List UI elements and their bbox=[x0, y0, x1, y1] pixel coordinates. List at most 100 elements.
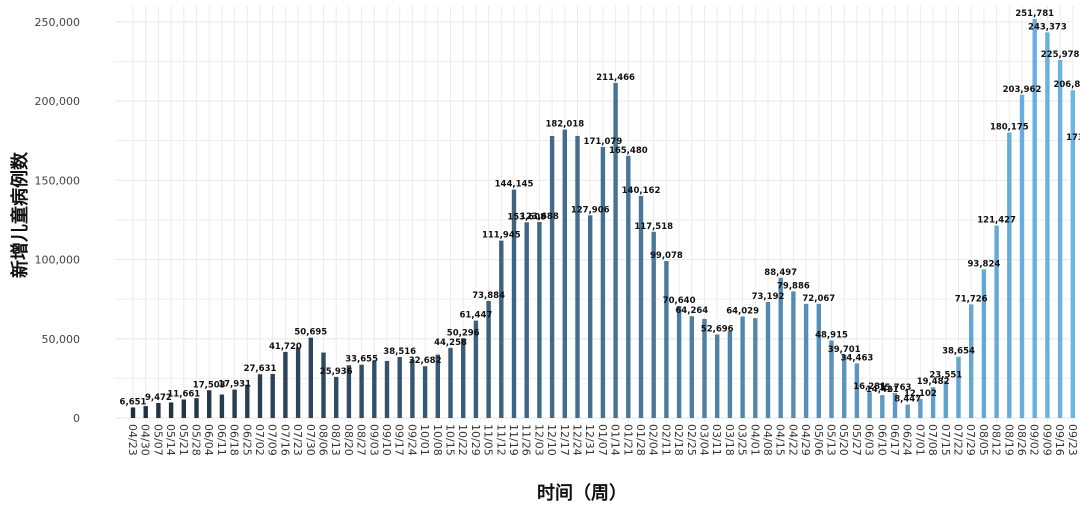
x-tick-label: 07/01 bbox=[913, 424, 926, 456]
data-label: 93,824 bbox=[967, 259, 1000, 269]
x-tick-label: 04/15 bbox=[774, 424, 787, 456]
x-tick-label: 08/19 bbox=[1002, 424, 1015, 456]
x-tick-label: 12/24 bbox=[571, 424, 584, 456]
bar bbox=[410, 359, 415, 418]
x-tick-label: 07/15 bbox=[939, 424, 952, 456]
x-axis-ticks: 04/23 04/30 05/07 05/14 05/21 05/28 06/04 06/11… bbox=[126, 424, 1080, 456]
data-label: 251,781 bbox=[1015, 9, 1054, 19]
x-tick-label: 11/12 bbox=[494, 424, 507, 456]
bar bbox=[283, 351, 288, 418]
bar bbox=[930, 387, 936, 418]
x-tick-label: 06/11 bbox=[215, 424, 228, 456]
bar bbox=[816, 303, 821, 418]
bar bbox=[448, 347, 453, 418]
data-label: 12,102 bbox=[904, 389, 937, 399]
bar bbox=[422, 366, 428, 418]
data-label: 50,296 bbox=[447, 328, 480, 338]
x-axis-title: 时间（周） bbox=[537, 483, 627, 504]
y-tick-label: 0 bbox=[73, 412, 80, 425]
bars bbox=[130, 19, 1075, 419]
data-label: 70,640 bbox=[663, 296, 696, 306]
bar bbox=[130, 407, 136, 418]
x-tick-label: 01/28 bbox=[634, 424, 647, 456]
bar bbox=[245, 384, 250, 418]
bar bbox=[600, 146, 606, 418]
x-tick-label: 06/24 bbox=[901, 424, 914, 456]
x-tick-label: 08/13 bbox=[329, 424, 342, 456]
y-axis-title: 新增儿童病例数 bbox=[9, 151, 31, 278]
x-tick-label: 02/04 bbox=[647, 424, 660, 456]
data-label: 15,763 bbox=[879, 383, 912, 393]
x-tick-label: 10/15 bbox=[444, 424, 457, 456]
y-axis-ticks: 0 50,000 100,000 150,000 200,000 250,000 bbox=[35, 16, 81, 425]
y-tick-label: 50,000 bbox=[42, 333, 81, 346]
bar bbox=[969, 304, 974, 418]
x-tick-label: 02/11 bbox=[659, 424, 672, 456]
bar bbox=[334, 376, 339, 418]
x-tick-label: 06/04 bbox=[202, 424, 215, 456]
x-tick-label: 04/01 bbox=[748, 424, 761, 456]
x-tick-label: 05/20 bbox=[837, 424, 850, 456]
data-label: 180,175 bbox=[990, 122, 1029, 132]
data-label: 11,661 bbox=[167, 390, 200, 400]
x-tick-label: 10/29 bbox=[469, 424, 482, 456]
data-label: 17,503 bbox=[193, 380, 226, 390]
bar bbox=[207, 390, 212, 418]
x-tick-label: 09/02 bbox=[1028, 424, 1041, 456]
data-label: 64,029 bbox=[726, 307, 759, 317]
data-label: 153,608 bbox=[507, 212, 546, 222]
data-label: 17,931 bbox=[218, 380, 251, 390]
bar bbox=[1070, 90, 1075, 418]
x-tick-label: 07/02 bbox=[253, 424, 266, 456]
x-tick-label: 05/28 bbox=[190, 424, 203, 456]
bar bbox=[626, 155, 631, 419]
x-tick-label: 08/27 bbox=[355, 424, 368, 456]
x-tick-label: 07/22 bbox=[952, 424, 965, 456]
bar bbox=[956, 356, 961, 418]
bar bbox=[384, 360, 390, 418]
data-label: 121,427 bbox=[977, 216, 1016, 226]
bar bbox=[854, 363, 860, 418]
bar bbox=[372, 360, 377, 418]
data-label: 165,480 bbox=[609, 146, 648, 156]
data-label: 73,884 bbox=[472, 291, 505, 301]
data-label: 79,886 bbox=[777, 281, 810, 291]
bar bbox=[1032, 19, 1037, 418]
bar bbox=[308, 337, 313, 418]
y-tick-label: 200,000 bbox=[35, 95, 81, 108]
x-tick-label: 03/25 bbox=[736, 424, 749, 456]
bar bbox=[676, 306, 682, 418]
x-tick-label: 07/09 bbox=[266, 424, 279, 456]
data-label: 211,466 bbox=[596, 73, 635, 83]
x-tick-label: 07/08 bbox=[926, 424, 939, 456]
bar bbox=[715, 334, 720, 418]
data-label: 33,655 bbox=[345, 355, 378, 365]
x-tick-label: 11/26 bbox=[520, 424, 533, 456]
x-tick-label: 12/03 bbox=[532, 424, 545, 456]
y-tick-label: 100,000 bbox=[35, 254, 81, 267]
data-label: 144,145 bbox=[495, 180, 534, 190]
bar bbox=[486, 300, 491, 418]
x-tick-label: 01/21 bbox=[621, 424, 634, 456]
x-tick-label: 09/17 bbox=[393, 424, 406, 456]
data-label: 64,264 bbox=[675, 306, 708, 316]
data-label: 44,258 bbox=[434, 338, 467, 348]
bar bbox=[359, 364, 364, 418]
data-label: 123,688 bbox=[520, 212, 559, 222]
x-tick-label: 06/03 bbox=[863, 424, 876, 456]
x-tick-label: 11/05 bbox=[482, 424, 495, 456]
x-tick-label: 06/17 bbox=[888, 424, 901, 456]
x-tick-label: 02/25 bbox=[685, 424, 698, 456]
x-tick-label: 01/07 bbox=[596, 424, 609, 456]
x-tick-label: 08/12 bbox=[990, 424, 1003, 456]
bar bbox=[829, 340, 834, 418]
bar bbox=[575, 135, 580, 418]
bar bbox=[943, 380, 948, 418]
x-tick-label: 07/23 bbox=[291, 424, 304, 456]
bar bbox=[702, 318, 707, 418]
bar bbox=[143, 406, 148, 418]
data-label: 16,281 bbox=[853, 382, 886, 392]
bar bbox=[194, 398, 199, 418]
